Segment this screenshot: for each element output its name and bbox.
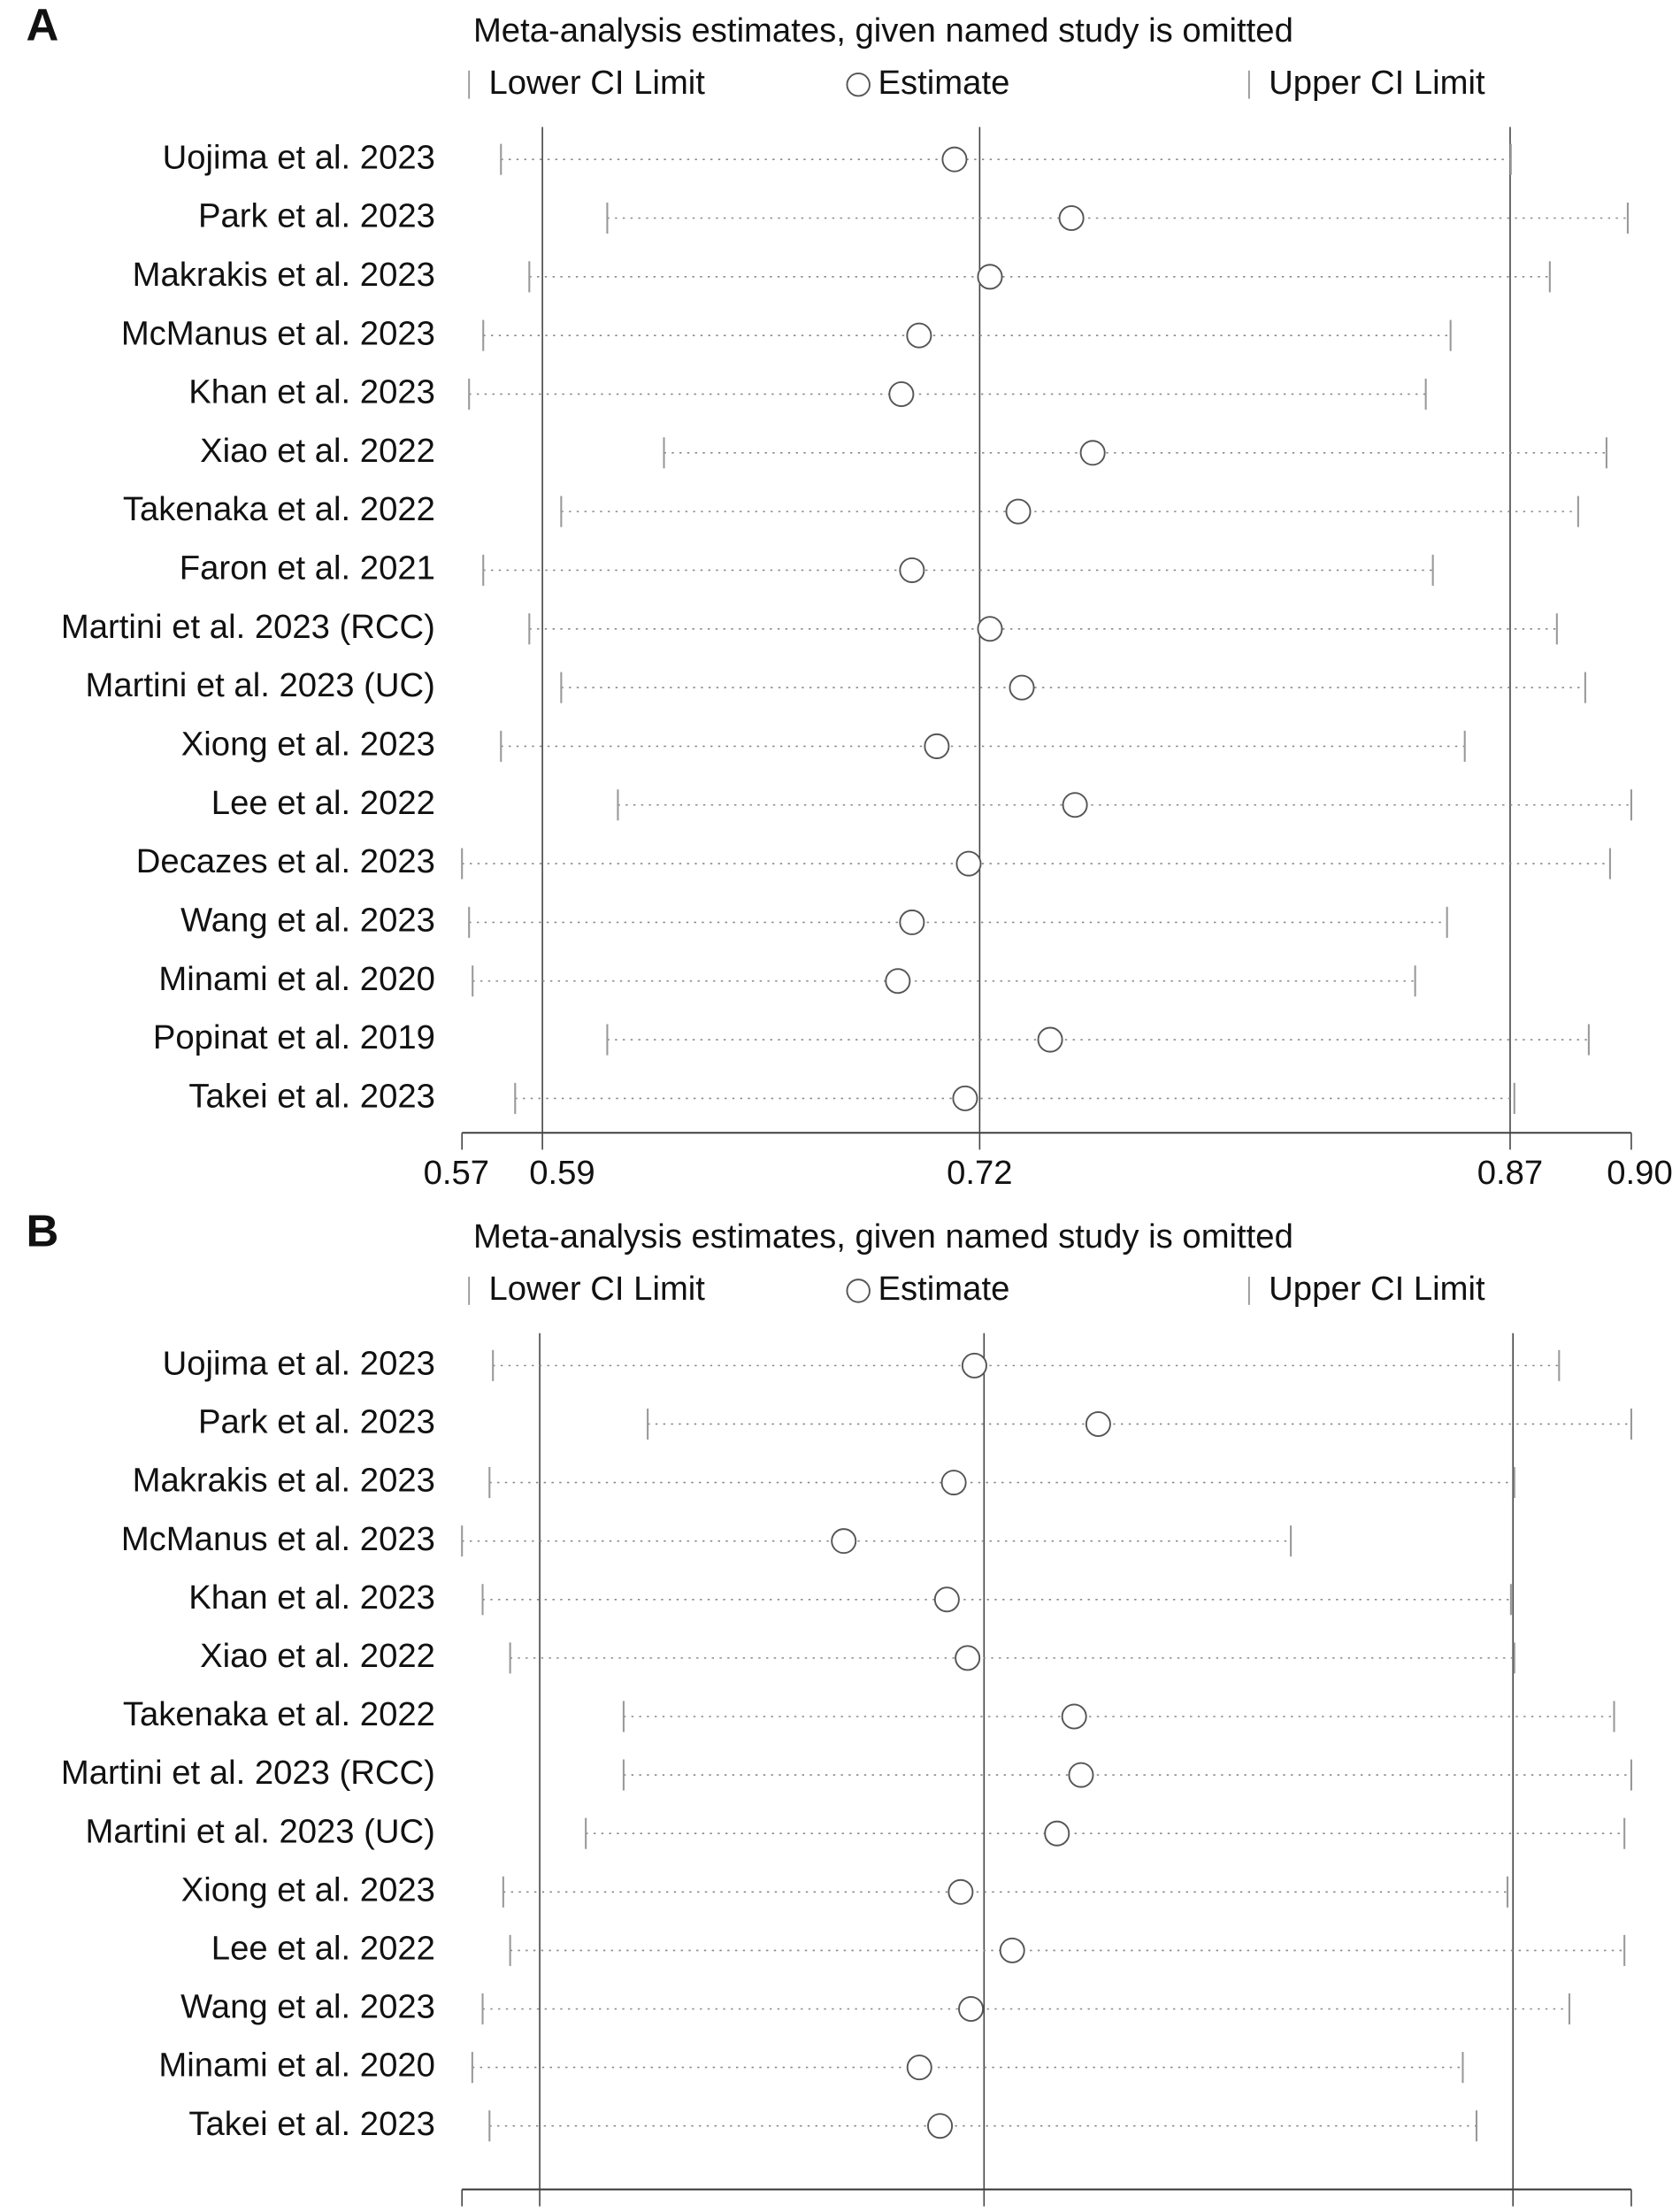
estimate	[977, 616, 1003, 642]
y-tick-label: Park et al. 2023	[198, 197, 435, 235]
y-tick-label: Martini et al. 2023 (RCC)	[61, 1754, 435, 1792]
y-tick-label: Wang et al. 2023	[180, 902, 435, 940]
y-tick-label: Decazes et al. 2023	[136, 842, 435, 880]
y-tick-label: Takenaka et al. 2022	[123, 490, 435, 528]
y-tick-label: Martini et al. 2023 (UC)	[86, 666, 435, 704]
y-tick-label: Martini et al. 2023 (UC)	[86, 1812, 435, 1850]
y-tick-label: Takei et al. 2023	[188, 1077, 435, 1115]
legend-label: Upper CI Limit	[1269, 1270, 1485, 1308]
estimate	[1079, 440, 1106, 466]
estimate	[1085, 1410, 1111, 1437]
y-tick-label: Popinat et al. 2019	[153, 1018, 435, 1056]
y-tick-label: Wang et al. 2023	[180, 1988, 435, 2026]
legend-label: Upper CI Limit	[1269, 64, 1485, 102]
y-tick-label: Uojima et al. 2023	[163, 138, 435, 176]
x-tick-label: 0.80	[951, 2210, 1016, 2212]
y-tick-label: Khan et al. 2023	[188, 373, 435, 411]
y-tick-label: Lee et al. 2022	[211, 784, 435, 822]
estimate	[1058, 204, 1085, 232]
estimate	[899, 909, 925, 935]
estimate	[1044, 1820, 1070, 1847]
estimate	[941, 146, 968, 173]
y-tick-label: Park et al. 2023	[198, 1403, 435, 1441]
estimate	[888, 380, 915, 407]
legend-label: Lower CI Limit	[488, 1270, 705, 1308]
y-tick-label: Takenaka et al. 2022	[123, 1695, 435, 1733]
y-tick-label: Xiong et al. 2023	[181, 726, 435, 764]
y-tick-label: Xiao et al. 2022	[200, 1637, 435, 1675]
x-tick-label: 0.87	[1477, 1154, 1543, 1192]
estimate	[927, 2113, 954, 2139]
estimate	[831, 1528, 857, 1555]
estimate	[947, 1878, 974, 1905]
estimate	[977, 264, 1003, 290]
legend-label: Lower CI Limit	[488, 64, 705, 102]
estimate	[885, 968, 911, 995]
panel-label: A	[27, 0, 59, 50]
y-tick-label: Khan et al. 2023	[188, 1578, 435, 1617]
y-tick-label: Xiao et al. 2022	[200, 432, 435, 470]
estimate	[1009, 674, 1035, 701]
y-tick-label: Lee et al. 2022	[211, 1930, 435, 1968]
legend-label: Estimate	[878, 64, 1010, 102]
estimate	[906, 2055, 932, 2081]
y-tick-label: Makrakis et al. 2023	[133, 1462, 435, 1500]
y-tick-label: Martini et al. 2023 (RCC)	[61, 608, 435, 646]
estimate	[933, 1586, 960, 1613]
y-tick-label: McManus et al. 2023	[121, 1520, 435, 1558]
chart-title: Meta-analysis estimates, given named stu…	[473, 1217, 1293, 1256]
estimate	[1037, 1026, 1063, 1053]
chart-title: Meta-analysis estimates, given named stu…	[473, 12, 1293, 50]
y-tick-label: Faron et al. 2021	[180, 549, 435, 588]
legend-marker	[846, 1279, 871, 1303]
panel-label: B	[27, 1206, 59, 1256]
x-tick-label: 0.650	[414, 2210, 499, 2212]
estimate	[940, 1470, 967, 1496]
estimate	[961, 1352, 987, 1379]
y-tick-label: Takei et al. 2023	[188, 2105, 435, 2143]
estimate	[1062, 792, 1088, 818]
x-tick-label: 0.72	[947, 1154, 1012, 1192]
y-tick-label: McManus et al. 2023	[121, 314, 435, 352]
y-tick-label: Minami et al. 2020	[158, 960, 435, 998]
estimate	[906, 322, 932, 349]
estimate	[958, 1995, 985, 2023]
x-tick-label: 0.99	[1607, 2210, 1672, 2212]
estimate	[1068, 1762, 1094, 1788]
y-tick-label: Minami et al. 2020	[158, 2047, 435, 2085]
x-tick-label: 0.67	[526, 2210, 592, 2212]
legend-label: Estimate	[878, 1270, 1010, 1308]
estimate	[899, 557, 925, 583]
estimate	[999, 1937, 1025, 1963]
x-tick-label: 0.90	[1607, 1154, 1672, 1192]
estimate	[955, 1645, 981, 1671]
estimate	[924, 733, 950, 759]
estimate	[1005, 498, 1032, 525]
y-tick-label: Makrakis et al. 2023	[133, 256, 435, 294]
y-tick-label: Uojima et al. 2023	[163, 1344, 435, 1382]
x-tick-label: 0.59	[529, 1154, 595, 1192]
x-tick-label: 0.96	[1480, 2210, 1546, 2212]
estimate	[1061, 1703, 1087, 1730]
estimate	[952, 1085, 978, 1111]
legend-marker	[846, 72, 871, 97]
estimate	[955, 850, 982, 877]
y-tick-label: Xiong et al. 2023	[181, 1870, 435, 1909]
x-tick-label: 0.57	[424, 1154, 489, 1192]
